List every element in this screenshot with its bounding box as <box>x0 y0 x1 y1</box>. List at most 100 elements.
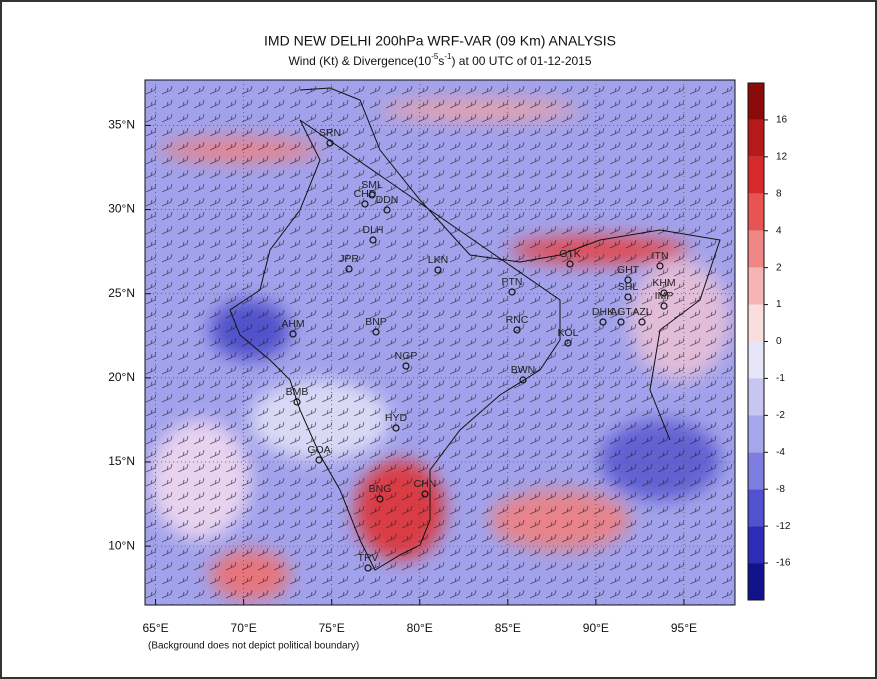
subtitle: Wind (Kt) & Divergence(10-5s-1) at 00 UT… <box>288 52 591 68</box>
colorbar-label: 2 <box>776 262 782 273</box>
station-label: SHL <box>618 281 639 293</box>
x-tick-label: 70°E <box>231 621 257 635</box>
station-label: ITN <box>652 250 669 262</box>
station-marker <box>513 326 521 334</box>
station-marker <box>315 456 323 464</box>
station-marker <box>660 302 668 310</box>
x-tick-label: 95°E <box>671 621 697 635</box>
station-marker <box>638 318 646 326</box>
x-tick-label: 85°E <box>495 621 521 635</box>
station-label: GHT <box>617 264 640 276</box>
station-label: AGT <box>610 306 632 318</box>
colorbar-label: -16 <box>776 558 791 569</box>
colorbar-label: 1 <box>776 299 782 310</box>
colorbar-bin <box>748 267 764 305</box>
station-label: LKN <box>428 254 448 266</box>
colorbar-bin <box>748 378 764 416</box>
station-label: KHM <box>652 277 675 289</box>
station-label: CHD <box>354 188 377 200</box>
x-tick-label: 80°E <box>407 621 433 635</box>
station-label: BNG <box>369 483 392 495</box>
x-tick-label: 90°E <box>583 621 609 635</box>
station-marker <box>624 276 632 284</box>
colorbar-label: 16 <box>776 115 788 126</box>
station-marker <box>326 139 334 147</box>
station-marker <box>656 262 664 270</box>
colorbar-bin <box>748 452 764 490</box>
station-marker <box>369 236 377 244</box>
colorbar-bin <box>748 563 764 600</box>
station-marker <box>364 564 372 572</box>
station-marker <box>566 260 574 268</box>
station-label: GOA <box>307 444 330 456</box>
map-border <box>144 79 736 606</box>
y-tick-label: 10°N <box>108 538 135 552</box>
station-label: RNC <box>506 314 529 326</box>
colorbar-label: -8 <box>776 484 785 495</box>
station-marker <box>376 495 384 503</box>
colorbar-label: 12 <box>776 151 788 162</box>
colorbar-label: -4 <box>776 447 785 458</box>
station-label: JPR <box>339 253 359 265</box>
station-marker <box>345 265 353 273</box>
station-label: AHM <box>281 318 304 330</box>
station-marker <box>368 191 376 199</box>
colorbar-bin <box>748 119 764 157</box>
station-marker <box>293 398 301 406</box>
colorbar-label: 0 <box>776 336 782 347</box>
station-marker <box>289 330 297 338</box>
colorbar-label: -2 <box>776 410 785 421</box>
colorbar-bin <box>748 341 764 379</box>
station-marker <box>361 200 369 208</box>
station-marker <box>392 424 400 432</box>
colorbar-bin <box>748 489 764 527</box>
station-label: HYD <box>385 412 408 424</box>
colorbar-bin <box>748 304 764 342</box>
station-label: KOL <box>557 327 578 339</box>
station-label: IMP <box>655 290 674 302</box>
superscript: -5 <box>431 52 439 61</box>
station-label: SML <box>361 179 383 191</box>
station-label: DLH <box>362 224 383 236</box>
colorbar-label: -1 <box>776 373 785 384</box>
station-marker <box>372 328 380 336</box>
station-marker <box>519 376 527 384</box>
station-label: CHN <box>414 478 437 490</box>
title: IMD NEW DELHI 200hPa WRF-VAR (09 Km) ANA… <box>264 33 616 49</box>
colorbar-bin <box>748 156 764 194</box>
station-label: NGP <box>395 350 418 362</box>
station-marker <box>564 339 572 347</box>
station-label: BWN <box>511 364 536 376</box>
y-tick-label: 25°N <box>108 286 135 300</box>
colorbar-bin <box>748 415 764 453</box>
station-label: PTN <box>502 276 523 288</box>
station-label: BMB <box>286 386 309 398</box>
station-marker <box>624 293 632 301</box>
subtitle-part: Wind (Kt) & Divergence(10 <box>288 54 431 68</box>
station-marker <box>599 318 607 326</box>
footnote: (Background does not depict political bo… <box>148 641 359 652</box>
x-tick-label: 65°E <box>142 621 168 635</box>
y-tick-label: 30°N <box>108 202 135 216</box>
station-marker <box>383 206 391 214</box>
colorbar-bin <box>748 230 764 268</box>
colorbar-label: -12 <box>776 521 791 532</box>
station-marker <box>660 289 668 297</box>
colorbar-label: 8 <box>776 188 782 199</box>
station-label: GTK <box>559 248 581 260</box>
field <box>145 80 735 605</box>
station-label: DHK <box>592 306 614 318</box>
colorbar-label: 4 <box>776 225 782 236</box>
station-label: BNP <box>365 316 387 328</box>
station-marker <box>402 362 410 370</box>
y-tick-label: 35°N <box>108 118 135 132</box>
station-label: TRV <box>358 552 379 564</box>
superscript: -1 <box>444 52 452 61</box>
x-tick-label: 75°E <box>319 621 345 635</box>
station-label: DDN <box>376 194 399 206</box>
subtitle-part: s <box>438 54 444 68</box>
station-marker <box>508 288 516 296</box>
